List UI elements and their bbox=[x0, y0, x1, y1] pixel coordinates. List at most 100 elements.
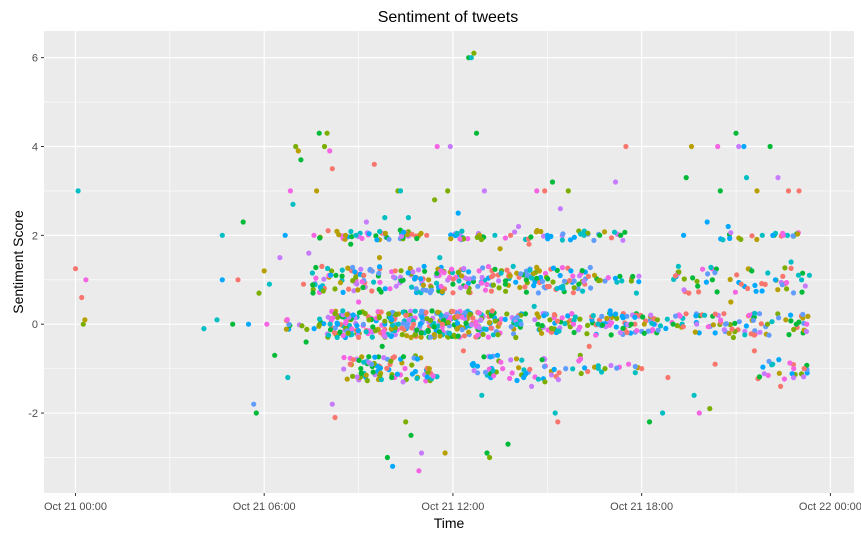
data-point bbox=[664, 316, 670, 322]
data-point bbox=[474, 363, 481, 369]
data-point bbox=[445, 319, 451, 326]
data-point bbox=[284, 317, 290, 323]
data-point bbox=[373, 233, 379, 239]
data-point bbox=[692, 329, 698, 335]
data-point bbox=[779, 282, 785, 288]
data-point bbox=[632, 314, 638, 320]
data-point bbox=[332, 414, 338, 421]
data-point bbox=[712, 330, 718, 336]
data-point bbox=[590, 313, 596, 319]
data-point bbox=[780, 232, 786, 238]
data-point bbox=[601, 229, 608, 235]
data-point bbox=[471, 50, 477, 56]
data-point bbox=[613, 311, 619, 317]
data-point bbox=[454, 320, 461, 326]
data-point bbox=[507, 375, 513, 382]
data-point bbox=[335, 321, 341, 327]
data-point bbox=[663, 325, 669, 332]
data-point bbox=[507, 273, 513, 279]
data-point bbox=[620, 237, 626, 243]
data-point bbox=[377, 228, 383, 235]
data-point bbox=[805, 313, 811, 319]
data-point bbox=[413, 286, 419, 292]
data-point bbox=[448, 236, 454, 242]
data-point bbox=[571, 234, 578, 240]
data-point bbox=[251, 401, 257, 407]
data-point bbox=[400, 320, 406, 327]
data-point bbox=[665, 374, 671, 381]
data-point bbox=[295, 148, 301, 154]
data-point bbox=[361, 272, 367, 278]
data-point bbox=[776, 357, 782, 363]
data-point bbox=[409, 371, 415, 377]
data-point bbox=[489, 308, 495, 314]
data-point bbox=[795, 272, 802, 278]
data-point bbox=[521, 374, 527, 381]
data-point bbox=[339, 273, 345, 279]
data-point bbox=[428, 287, 435, 293]
data-point bbox=[655, 327, 661, 333]
data-point bbox=[650, 327, 656, 333]
data-point bbox=[304, 326, 310, 332]
data-point bbox=[400, 379, 406, 385]
data-point bbox=[370, 369, 376, 375]
data-point bbox=[696, 330, 702, 336]
data-point bbox=[350, 312, 356, 318]
data-point bbox=[310, 282, 316, 288]
data-point bbox=[345, 330, 351, 336]
data-point bbox=[399, 332, 405, 338]
data-point bbox=[527, 366, 533, 372]
data-point bbox=[534, 264, 540, 270]
data-point bbox=[748, 331, 754, 337]
data-point bbox=[500, 366, 506, 372]
data-point bbox=[388, 326, 394, 332]
data-point bbox=[363, 329, 369, 335]
data-point bbox=[427, 317, 434, 323]
data-point bbox=[409, 362, 415, 368]
data-point bbox=[478, 317, 484, 323]
data-point bbox=[555, 419, 561, 425]
data-point bbox=[639, 366, 645, 372]
data-point bbox=[496, 285, 502, 291]
data-point bbox=[474, 332, 481, 338]
data-point bbox=[728, 230, 734, 236]
data-point bbox=[354, 374, 360, 380]
data-point bbox=[384, 454, 390, 461]
data-point bbox=[736, 143, 742, 150]
data-point bbox=[467, 311, 473, 317]
data-point bbox=[539, 278, 546, 284]
data-point bbox=[498, 359, 504, 365]
data-point bbox=[513, 334, 519, 341]
data-point bbox=[340, 308, 346, 314]
data-point bbox=[581, 278, 587, 284]
data-point bbox=[395, 321, 402, 327]
data-point bbox=[790, 290, 797, 296]
data-point bbox=[518, 271, 524, 277]
data-point bbox=[602, 278, 608, 284]
data-point bbox=[245, 321, 252, 327]
data-point bbox=[587, 264, 593, 271]
data-point bbox=[421, 263, 427, 269]
data-point bbox=[707, 406, 713, 412]
data-point bbox=[672, 273, 679, 279]
data-point bbox=[403, 419, 409, 425]
data-point bbox=[796, 188, 802, 194]
data-point bbox=[349, 326, 355, 332]
data-point bbox=[548, 325, 555, 331]
y-tick-label: 0 bbox=[32, 319, 38, 331]
data-point bbox=[571, 278, 577, 284]
data-point bbox=[412, 308, 418, 314]
data-point bbox=[545, 276, 551, 282]
data-point bbox=[457, 285, 464, 291]
data-point bbox=[784, 286, 790, 292]
data-point bbox=[327, 148, 333, 154]
data-point bbox=[568, 268, 574, 274]
data-point bbox=[476, 268, 482, 274]
data-point bbox=[303, 339, 309, 345]
data-point bbox=[386, 311, 392, 317]
data-point bbox=[799, 277, 805, 283]
data-point bbox=[754, 236, 760, 243]
data-point bbox=[420, 282, 426, 288]
data-point bbox=[475, 283, 481, 289]
